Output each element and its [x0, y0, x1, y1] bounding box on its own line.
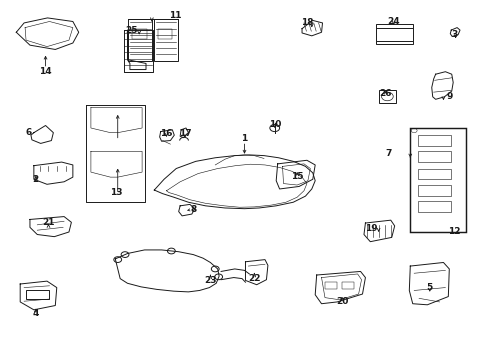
Bar [417, 135, 450, 146]
Text: 7: 7 [385, 149, 391, 158]
Bar [417, 168, 450, 179]
Bar [378, 90, 395, 103]
Text: 17: 17 [178, 129, 191, 138]
Text: 10: 10 [268, 120, 280, 129]
Bar [375, 24, 412, 44]
Text: 25: 25 [125, 26, 137, 35]
Text: 5: 5 [426, 283, 432, 292]
Bar [154, 19, 177, 60]
Text: 6: 6 [26, 128, 32, 137]
Text: 15: 15 [290, 172, 303, 181]
Text: 9: 9 [445, 92, 451, 101]
Text: 14: 14 [39, 67, 52, 76]
Text: 21: 21 [42, 218, 55, 227]
Bar [132, 29, 147, 40]
Bar [26, 291, 49, 300]
Text: 4: 4 [33, 309, 39, 318]
Text: 22: 22 [247, 274, 260, 283]
Bar [417, 185, 450, 196]
Text: 3: 3 [450, 30, 456, 39]
Bar [417, 151, 450, 162]
Text: 23: 23 [203, 276, 216, 285]
Text: 2: 2 [33, 175, 39, 184]
Text: 16: 16 [160, 129, 172, 138]
Text: 26: 26 [379, 89, 391, 98]
Text: 1: 1 [241, 134, 247, 143]
Bar [341, 282, 353, 289]
Text: 11: 11 [169, 11, 181, 20]
Text: 20: 20 [335, 297, 347, 306]
Text: 12: 12 [447, 228, 460, 237]
Bar [417, 201, 450, 212]
Text: 18: 18 [300, 18, 312, 27]
Bar [128, 19, 152, 60]
Text: 8: 8 [190, 205, 196, 214]
Bar [158, 29, 172, 40]
Text: 24: 24 [386, 17, 399, 26]
Text: 19: 19 [364, 224, 377, 233]
Text: 13: 13 [110, 188, 123, 197]
Bar [409, 128, 466, 232]
Bar [325, 282, 336, 289]
